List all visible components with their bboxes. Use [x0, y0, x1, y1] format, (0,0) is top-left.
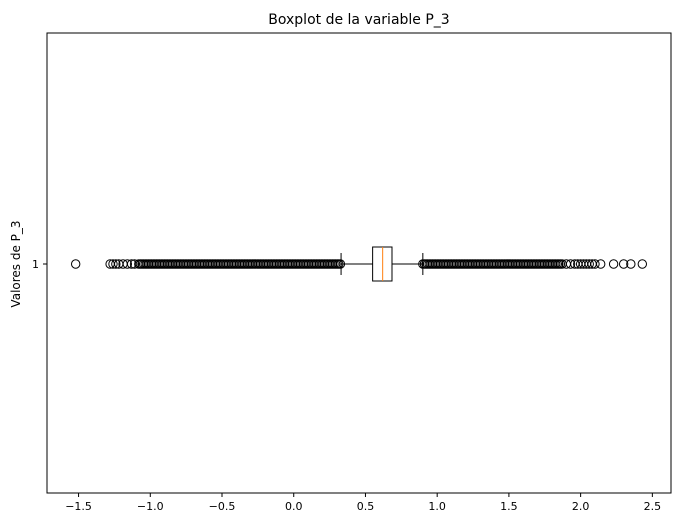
x-tick-label: 1.5: [500, 500, 518, 513]
outlier-point: [584, 259, 594, 269]
x-tick-label: −1.0: [137, 500, 164, 513]
x-tick-label: 2.0: [572, 500, 590, 513]
x-tick-label: −0.5: [209, 500, 236, 513]
outlier-point: [637, 259, 648, 269]
outlier-point: [111, 259, 121, 269]
outlier-point: [335, 259, 346, 269]
plot-frame: [46, 32, 672, 494]
outlier-point: [108, 259, 118, 269]
x-tick-label: 0.0: [285, 500, 303, 513]
y-axis-label: Valores de P_3: [9, 220, 23, 307]
outlier-point: [70, 259, 81, 269]
outlier-point: [557, 259, 567, 269]
y-tick-label: 1: [32, 258, 39, 271]
outlier-point: [122, 259, 133, 269]
x-tick-label: −1.5: [65, 500, 92, 513]
outlier-point: [608, 259, 619, 269]
x-tick-label: 0.5: [357, 500, 375, 513]
outlier-point: [596, 259, 606, 269]
outlier-point: [626, 259, 636, 269]
x-tick-label: 2.5: [644, 500, 662, 513]
x-tick-label: 1.0: [428, 500, 446, 513]
chart-title: Boxplot de la variable P_3: [268, 12, 449, 28]
outlier-point: [618, 259, 629, 269]
outlier-point: [129, 259, 140, 269]
outlier-point: [590, 259, 600, 269]
